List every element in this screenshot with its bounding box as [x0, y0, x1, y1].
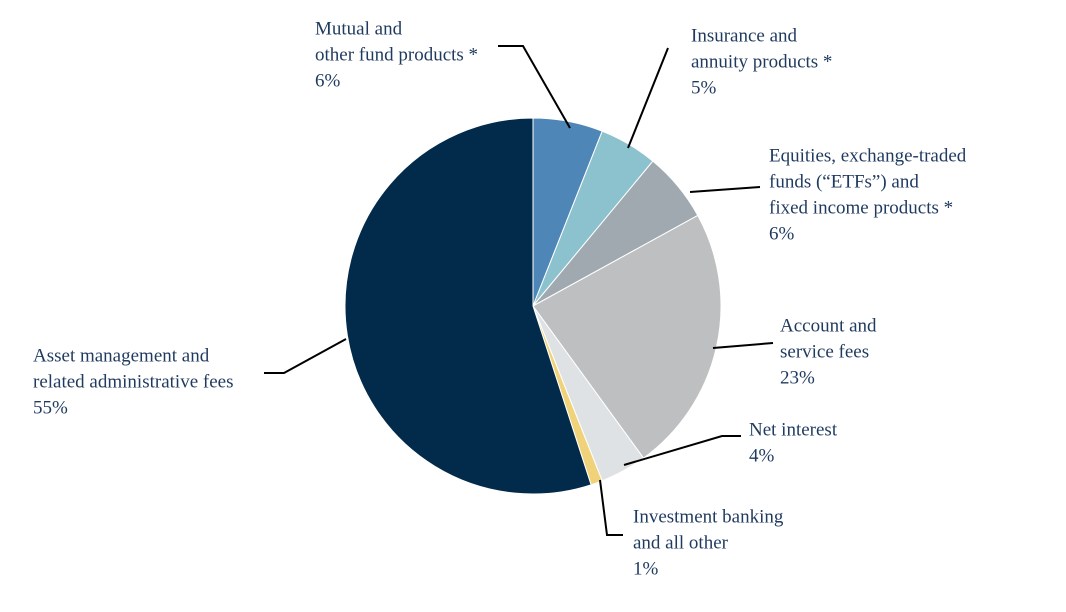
pie-slices: [344, 117, 722, 495]
label-net-interest: Net interest 4%: [749, 419, 838, 466]
label-line: funds (“ETFs”) and: [769, 171, 919, 192]
label-line: Insurance and: [691, 25, 798, 46]
label-value: 5%: [691, 77, 717, 98]
leader-line-mutual-fund: [498, 45, 571, 129]
label-account-service-fees: Account and service fees 23%: [780, 315, 877, 388]
label-value: 6%: [315, 70, 341, 91]
label-mutual-fund: Mutual and other fund products * 6%: [315, 18, 478, 91]
label-line: Investment banking: [633, 506, 784, 527]
label-asset-management: Asset management and related administrati…: [33, 345, 233, 418]
label-line: related administrative fees: [33, 371, 233, 392]
label-line: Net interest: [749, 419, 838, 440]
label-line: Equities, exchange-traded: [769, 145, 967, 166]
leader-lines: [264, 45, 774, 536]
leader-line-account-service-fees: [712, 342, 774, 349]
label-insurance-annuity: Insurance and annuity products * 5%: [691, 25, 832, 98]
label-line: other fund products *: [315, 44, 478, 65]
label-line: fixed income products *: [769, 197, 953, 218]
leader-line-net-interest: [623, 435, 741, 466]
label-line: Mutual and: [315, 18, 403, 39]
leader-line-asset-management: [264, 338, 347, 374]
label-line: Account and: [780, 315, 877, 336]
leader-line-equities-etf: [689, 186, 761, 193]
leader-line-insurance-annuity: [627, 47, 669, 149]
label-equities-etf: Equities, exchange-traded funds (“ETFs”) …: [769, 145, 967, 244]
pie-slice-asset-management: [344, 117, 592, 495]
label-line: annuity products *: [691, 51, 832, 72]
label-value: 6%: [769, 223, 795, 244]
label-line: Asset management and: [33, 345, 210, 366]
label-investment-banking: Investment banking and all other 1%: [633, 506, 784, 579]
label-value: 4%: [749, 445, 775, 466]
label-value: 55%: [33, 397, 68, 418]
label-value: 23%: [780, 367, 815, 388]
slice-labels: Mutual and other fund products * 6% Insuran…: [33, 18, 967, 579]
label-line: service fees: [780, 341, 869, 362]
label-line: and all other: [633, 532, 729, 553]
leader-line-investment-banking: [599, 479, 623, 536]
label-value: 1%: [633, 558, 659, 579]
